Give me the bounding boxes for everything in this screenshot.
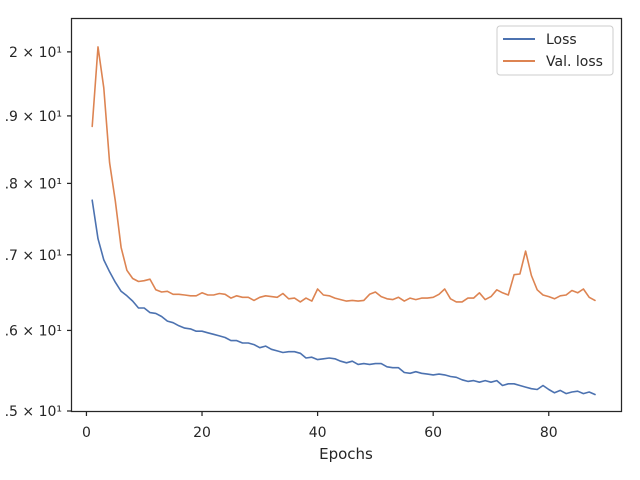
x-tick-label: 80 [540,425,558,441]
x-axis-label: Epochs [319,445,373,463]
x-tick-label: 40 [309,425,327,441]
y-tick-label: .5 × 10¹ [5,404,62,420]
x-tick-label: 0 [82,425,91,441]
legend: Loss Val. loss [496,25,614,76]
y-axis: .5 × 10¹ .6 × 10¹ .7 × 10¹ .8 × 10¹ .9 × 10¹… [5,45,72,420]
legend-label-loss: Loss [546,32,577,48]
plot-frame [70,17,623,413]
x-tick-label: 20 [193,425,211,441]
y-tick-label: .6 × 10¹ [5,323,62,339]
y-tick-label: 2 × 10¹ [9,45,62,61]
x-axis: 0 20 40 60 80 [82,411,558,441]
series-line-loss [91,199,596,396]
y-tick-label: .9 × 10¹ [5,109,62,125]
x-tick-label: 60 [424,425,442,441]
series-line-val-loss [91,46,596,303]
legend-label-val-loss: Val. loss [546,54,603,70]
plot-area [91,46,596,396]
y-tick-label: .7 × 10¹ [5,248,62,264]
y-tick-label: .8 × 10¹ [5,176,62,192]
